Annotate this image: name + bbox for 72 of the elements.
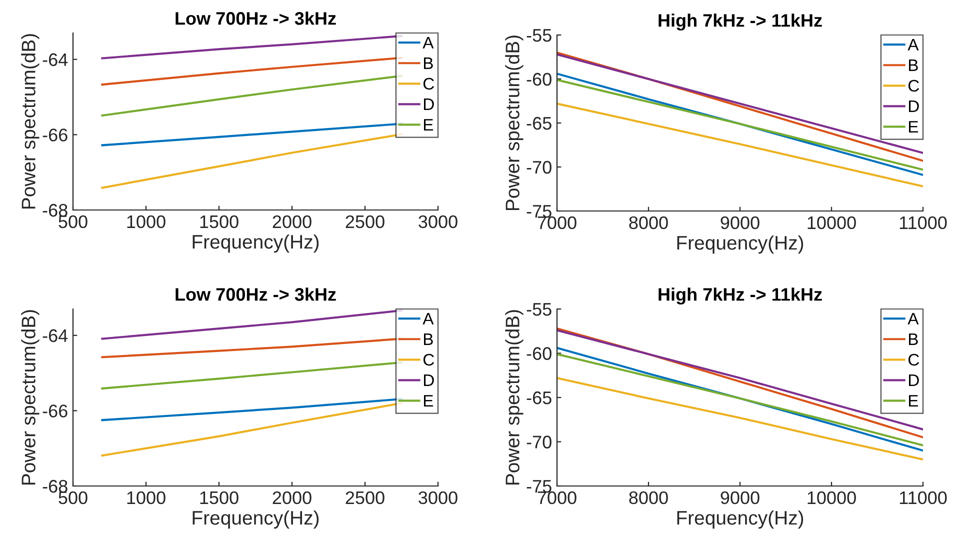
legend-label: E — [908, 395, 918, 407]
x-axis-title: Frequency(Hz) — [192, 510, 319, 529]
legend-label: E — [908, 121, 918, 133]
x-axis-title: Frequency(Hz) — [677, 510, 804, 529]
y-tick-label: -66 — [42, 404, 68, 418]
chart-title: High 7kHz -> 11kHz — [658, 14, 822, 30]
y-tick-label: -60 — [526, 72, 552, 86]
x-tick-label: 2500 — [346, 215, 384, 228]
legend-label: A — [422, 312, 434, 324]
x-tick-label: 10000 — [808, 216, 856, 230]
y-tick-label: -66 — [42, 128, 68, 142]
legend-label: C — [423, 78, 434, 90]
x-tick-label: 7000 — [538, 216, 576, 230]
x-tick-label: 3000 — [418, 491, 458, 504]
chart-title: Low 700Hz -> 3kHz — [176, 288, 336, 301]
x-axis-title: Frequency(Hz) — [677, 235, 804, 254]
legend-label: D — [424, 98, 434, 110]
x-tick-label: 1500 — [200, 491, 238, 504]
chart-title: High 7kHz -> 11kHz — [658, 288, 822, 304]
legend-label: B — [908, 59, 918, 71]
line-series — [557, 376, 923, 460]
x-tick-label: 10000 — [808, 491, 856, 504]
y-tick-label: -55 — [526, 29, 552, 42]
x-tick-label: 7000 — [538, 491, 576, 504]
x-tick-label: 1000 — [127, 491, 166, 504]
y-axis-title: Power spectrum(dB) — [505, 36, 524, 210]
legend-label: A — [908, 38, 919, 50]
legend-label: D — [424, 374, 434, 386]
y-tick-label: -70 — [526, 160, 552, 174]
y-tick-label: -65 — [526, 391, 552, 404]
y-axis-title: Power spectrum(dB) — [21, 310, 40, 485]
line-series — [557, 102, 923, 188]
y-tick-label: -64 — [42, 53, 68, 66]
x-tick-label: 8000 — [629, 491, 668, 504]
y-tick-label: -75 — [526, 480, 552, 493]
x-tick-label: 11000 — [900, 491, 947, 504]
y-tick-label: -68 — [42, 204, 68, 217]
legend-label: D — [908, 100, 919, 112]
x-axis-title: Frequency(Hz) — [192, 234, 319, 253]
y-axis-title: Power spectrum(dB) — [505, 310, 524, 485]
y-tick-label: -64 — [42, 329, 68, 342]
x-tick-label: 3000 — [418, 215, 458, 228]
y-axis-title: Power spectrum(dB) — [21, 34, 40, 209]
x-tick-label: 1000 — [127, 215, 166, 228]
y-tick-label: -68 — [42, 480, 68, 493]
x-tick-label: 9000 — [720, 491, 760, 504]
y-tick-label: -60 — [526, 347, 552, 360]
x-tick-label: 2000 — [272, 491, 312, 504]
legend-label: C — [908, 354, 920, 366]
x-tick-label: 9000 — [720, 216, 760, 230]
legend-label: B — [424, 333, 433, 345]
x-tick-label: 1500 — [200, 215, 238, 228]
y-tick-label: -55 — [526, 303, 552, 316]
legend-label: B — [424, 57, 433, 69]
chart-title: Low 700Hz -> 3kHz — [176, 12, 336, 25]
y-tick-label: -65 — [526, 116, 552, 130]
legend-label: A — [422, 36, 434, 48]
y-tick-label: -75 — [526, 205, 552, 218]
legend-label: A — [908, 312, 919, 324]
legend-label: B — [908, 333, 918, 345]
y-tick-label: -70 — [526, 436, 552, 448]
x-tick-label: 500 — [58, 491, 88, 504]
legend-label: C — [908, 80, 920, 92]
x-tick-label: 500 — [58, 215, 88, 228]
x-tick-label: 11000 — [900, 216, 947, 230]
legend-label: E — [424, 119, 434, 131]
x-tick-label: 2000 — [272, 215, 312, 228]
legend-label: D — [908, 374, 919, 386]
x-tick-label: 8000 — [629, 216, 668, 230]
legend-label: C — [423, 354, 434, 366]
x-tick-label: 2500 — [346, 491, 384, 504]
legend-label: E — [424, 395, 434, 407]
